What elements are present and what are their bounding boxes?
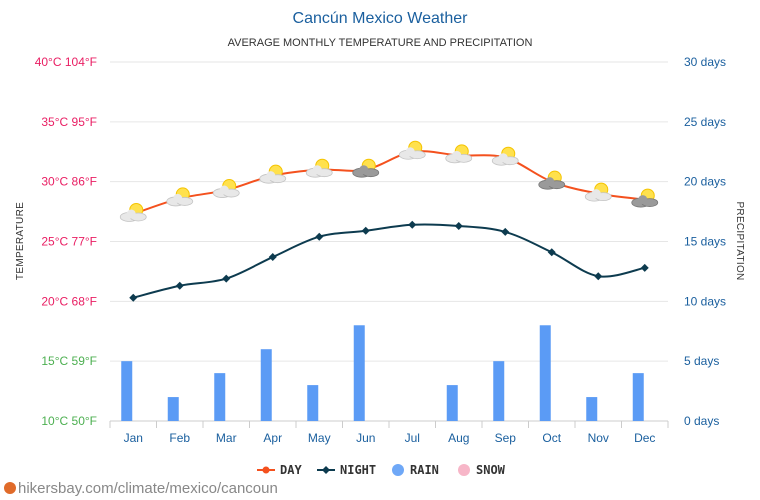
left-tick-label: 25°C 77°F [41, 235, 97, 249]
left-tick-label: 10°C 50°F [41, 414, 97, 428]
left-tick-label: 30°C 86°F [41, 175, 97, 189]
month-label: Apr [263, 431, 282, 445]
rain-bar[interactable] [493, 361, 505, 421]
night-point[interactable] [408, 220, 417, 229]
left-axis-ticks: 10°C 50°F 15°C 59°F 20°C 68°F 25°C 77°F 30°C… [35, 55, 97, 428]
right-tick-label: 15 days [684, 235, 726, 249]
month-axis: Jan Feb Mar Apr May Jun Jul Aug Sep Oct Nov Dec [109, 421, 669, 445]
legend-snow-label: SNOW [476, 463, 506, 477]
grid-lines [110, 61, 668, 422]
partly-sunny-icon [491, 146, 519, 166]
month-label: Dec [634, 431, 655, 445]
source-link[interactable]: hikersbay.com/climate/mexico/cancoun [4, 480, 278, 497]
rain-bar[interactable] [632, 373, 644, 421]
month-label: May [308, 431, 331, 445]
left-tick-label: 35°C 95°F [41, 115, 97, 129]
rain-bar[interactable] [446, 385, 458, 421]
legend-snow-swatch [458, 464, 470, 476]
legend-day-marker [262, 466, 270, 474]
night-point[interactable] [501, 227, 510, 236]
rain-bar[interactable] [307, 385, 319, 421]
night-line [133, 223, 645, 299]
legend: DAY NIGHT RAIN SNOW [257, 463, 506, 477]
night-point[interactable] [222, 274, 231, 283]
month-label: Aug [448, 431, 469, 445]
right-tick-label: 5 days [684, 354, 719, 368]
rain-bar[interactable] [539, 325, 551, 421]
legend-day[interactable]: DAY [257, 463, 302, 477]
rain-bar[interactable] [121, 361, 133, 421]
partly-sunny-icon [445, 144, 473, 164]
chart-subtitle: AVERAGE MONTHLY TEMPERATURE AND PRECIPIT… [228, 37, 533, 49]
left-tick-label: 40°C 104°F [35, 55, 97, 69]
night-point[interactable] [129, 293, 138, 302]
day-line [132, 150, 645, 215]
chart-title: Cancún Mexico Weather [293, 10, 469, 27]
rain-bar[interactable] [260, 349, 272, 421]
month-label: Jun [356, 431, 375, 445]
rain-bar[interactable] [167, 397, 179, 421]
month-label: Mar [216, 431, 237, 445]
rain-bars [121, 325, 644, 421]
sun-dark-cloud-icon [352, 158, 380, 178]
month-label: Jul [405, 431, 420, 445]
night-point[interactable] [268, 253, 277, 262]
right-tick-label: 25 days [684, 115, 726, 129]
globe-icon [4, 482, 16, 494]
rain-bar[interactable] [214, 373, 226, 421]
right-tick-label: 0 days [684, 414, 719, 428]
legend-rain-label: RAIN [410, 463, 439, 477]
partly-sunny-icon [259, 164, 287, 184]
partly-sunny-icon [584, 182, 612, 202]
night-point[interactable] [175, 281, 184, 290]
legend-snow[interactable]: SNOW [458, 463, 506, 477]
night-point[interactable] [640, 263, 649, 272]
left-tick-label: 20°C 68°F [41, 294, 97, 308]
legend-night[interactable]: NIGHT [317, 463, 376, 477]
month-label: Sep [495, 431, 517, 445]
right-axis-title: PRECIPITATION [734, 201, 745, 280]
right-tick-label: 20 days [684, 175, 726, 189]
partly-sunny-icon [212, 179, 240, 198]
right-axis-ticks: 0 days 5 days 10 days 15 days 20 days 25 days… [684, 55, 726, 428]
night-point[interactable] [454, 221, 463, 230]
legend-rain[interactable]: RAIN [392, 463, 439, 477]
right-tick-label: 30 days [684, 55, 726, 69]
month-label: Feb [169, 431, 190, 445]
left-axis-title: TEMPERATURE [15, 202, 26, 280]
month-label: Oct [542, 431, 561, 445]
night-point[interactable] [315, 232, 324, 241]
legend-night-marker [322, 466, 330, 474]
weather-icons [119, 140, 659, 222]
sun-dark-cloud-icon [538, 170, 566, 190]
legend-night-label: NIGHT [340, 463, 376, 477]
right-tick-label: 10 days [684, 294, 726, 308]
partly-sunny-icon [398, 140, 426, 160]
legend-day-label: DAY [280, 463, 302, 477]
partly-sunny-icon [166, 187, 194, 207]
source-link-text: hikersbay.com/climate/mexico/cancoun [18, 480, 278, 497]
sun-dark-cloud-icon [631, 188, 659, 208]
rain-bar[interactable] [586, 397, 598, 421]
rain-bar[interactable] [353, 325, 365, 421]
left-tick-label: 15°C 59°F [41, 354, 97, 368]
month-label: Jan [124, 431, 143, 445]
legend-rain-swatch [392, 464, 404, 476]
night-point[interactable] [547, 248, 556, 257]
partly-sunny-icon [305, 158, 333, 178]
temperature-lines [129, 148, 649, 302]
month-label: Nov [588, 431, 609, 445]
partly-sunny-icon [119, 202, 147, 222]
night-point[interactable] [594, 272, 603, 281]
night-point[interactable] [361, 226, 370, 235]
